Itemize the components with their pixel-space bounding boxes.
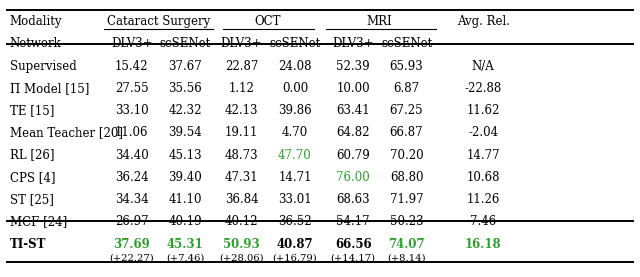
- Text: 68.80: 68.80: [390, 171, 423, 184]
- Text: 4.70: 4.70: [282, 126, 308, 139]
- Text: 10.68: 10.68: [467, 171, 500, 184]
- Text: 11.62: 11.62: [467, 104, 500, 117]
- Text: Supervised: Supervised: [10, 60, 76, 73]
- Text: 1.12: 1.12: [228, 82, 255, 95]
- Text: ST [25]: ST [25]: [10, 193, 53, 206]
- Text: 48.73: 48.73: [225, 148, 259, 161]
- Text: 26.97: 26.97: [115, 215, 148, 228]
- Text: 27.55: 27.55: [115, 82, 148, 95]
- Text: 7.46: 7.46: [470, 215, 496, 228]
- Text: Π Model [15]: Π Model [15]: [10, 82, 89, 95]
- Text: 50.93: 50.93: [223, 238, 260, 251]
- Text: Network: Network: [10, 37, 61, 50]
- Text: N/A: N/A: [472, 60, 495, 73]
- Text: 47.70: 47.70: [278, 148, 312, 161]
- Text: DLV3+: DLV3+: [221, 37, 262, 50]
- Text: 37.69: 37.69: [113, 238, 150, 251]
- Text: 39.40: 39.40: [168, 171, 202, 184]
- Text: 60.79: 60.79: [337, 148, 370, 161]
- Text: 33.01: 33.01: [278, 193, 312, 206]
- Text: Cataract Surgery: Cataract Surgery: [106, 15, 210, 28]
- Text: 42.32: 42.32: [168, 104, 202, 117]
- Text: 34.34: 34.34: [115, 193, 148, 206]
- Text: 16.18: 16.18: [465, 238, 501, 251]
- Text: 64.82: 64.82: [337, 126, 370, 139]
- Text: (+22.27): (+22.27): [109, 254, 154, 263]
- Text: 71.97: 71.97: [390, 193, 424, 206]
- Text: 15.42: 15.42: [115, 60, 148, 73]
- Text: 66.56: 66.56: [335, 238, 372, 251]
- Text: 40.12: 40.12: [225, 215, 259, 228]
- Text: 63.41: 63.41: [337, 104, 370, 117]
- Text: Mean Teacher [20]: Mean Teacher [20]: [10, 126, 122, 139]
- Text: 6.87: 6.87: [394, 82, 420, 95]
- Text: Avg. Rel.: Avg. Rel.: [456, 15, 509, 28]
- Text: OCT: OCT: [255, 15, 281, 28]
- Text: (+28.06): (+28.06): [220, 254, 264, 263]
- Text: scSENet: scSENet: [381, 37, 432, 50]
- Text: 24.08: 24.08: [278, 60, 312, 73]
- Text: 35.56: 35.56: [168, 82, 202, 95]
- Text: 42.13: 42.13: [225, 104, 259, 117]
- Text: Modality: Modality: [10, 15, 62, 28]
- Text: TE [15]: TE [15]: [10, 104, 54, 117]
- Text: 65.93: 65.93: [390, 60, 424, 73]
- Text: (+8.14): (+8.14): [387, 254, 426, 263]
- Text: 67.25: 67.25: [390, 104, 424, 117]
- Text: 36.84: 36.84: [225, 193, 259, 206]
- Text: (+14.17): (+14.17): [331, 254, 376, 263]
- Text: 36.52: 36.52: [278, 215, 312, 228]
- Text: 36.24: 36.24: [115, 171, 148, 184]
- Text: 74.07: 74.07: [388, 238, 425, 251]
- Text: 10.00: 10.00: [337, 82, 370, 95]
- Text: 76.00: 76.00: [337, 171, 370, 184]
- Text: 40.19: 40.19: [168, 215, 202, 228]
- Text: 11.06: 11.06: [115, 126, 148, 139]
- Text: CPS [4]: CPS [4]: [10, 171, 55, 184]
- Text: 22.87: 22.87: [225, 60, 259, 73]
- Text: 47.31: 47.31: [225, 171, 259, 184]
- Text: 33.10: 33.10: [115, 104, 148, 117]
- Text: 0.00: 0.00: [282, 82, 308, 95]
- Text: TI-ST: TI-ST: [10, 238, 46, 251]
- Text: -2.04: -2.04: [468, 126, 498, 139]
- Text: (+16.79): (+16.79): [273, 254, 317, 263]
- Text: 70.20: 70.20: [390, 148, 424, 161]
- Text: 66.87: 66.87: [390, 126, 424, 139]
- Text: 34.40: 34.40: [115, 148, 148, 161]
- Text: 45.13: 45.13: [168, 148, 202, 161]
- Text: 14.71: 14.71: [278, 171, 312, 184]
- Text: 37.67: 37.67: [168, 60, 202, 73]
- Text: 40.87: 40.87: [276, 238, 313, 251]
- Text: 41.10: 41.10: [168, 193, 202, 206]
- Text: 19.11: 19.11: [225, 126, 259, 139]
- Text: 39.54: 39.54: [168, 126, 202, 139]
- Text: (+7.46): (+7.46): [166, 254, 204, 263]
- Text: 45.31: 45.31: [167, 238, 204, 251]
- Text: MRI: MRI: [367, 15, 392, 28]
- Text: scSENet: scSENet: [159, 37, 211, 50]
- Text: scSENet: scSENet: [269, 37, 321, 50]
- Text: 14.77: 14.77: [467, 148, 500, 161]
- Text: MCF [24]: MCF [24]: [10, 215, 67, 228]
- Text: 50.23: 50.23: [390, 215, 424, 228]
- Text: DLV3+: DLV3+: [111, 37, 153, 50]
- Text: 52.39: 52.39: [337, 60, 370, 73]
- Text: 11.26: 11.26: [467, 193, 500, 206]
- Text: -22.88: -22.88: [465, 82, 502, 95]
- Text: 39.86: 39.86: [278, 104, 312, 117]
- Text: RL [26]: RL [26]: [10, 148, 54, 161]
- Text: 54.17: 54.17: [337, 215, 370, 228]
- Text: DLV3+: DLV3+: [332, 37, 374, 50]
- Text: 68.63: 68.63: [337, 193, 370, 206]
